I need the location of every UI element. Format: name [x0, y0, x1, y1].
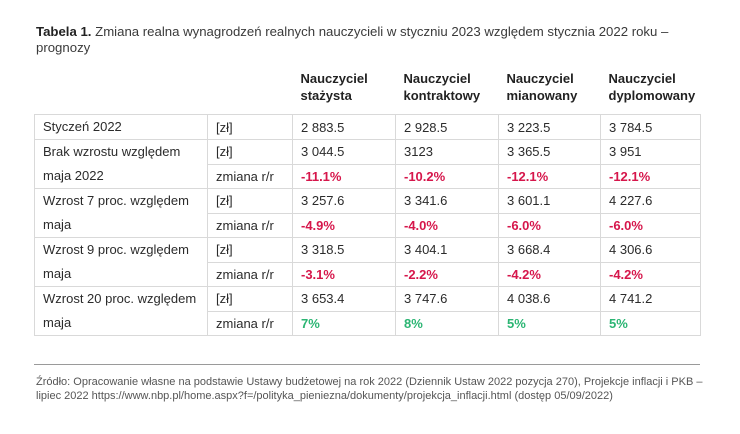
value-cell: 3 784.5	[600, 114, 701, 140]
header-stazysta: Nauczyciel stażysta	[300, 71, 368, 103]
change-cell: 5%	[498, 310, 601, 336]
value-cell: 2 928.5	[395, 114, 499, 140]
value-cell: 2 883.5	[292, 114, 396, 140]
table-row: zmiana r/r -3.1% -2.2% -4.2% -4.2%	[35, 261, 701, 287]
unit-cell: [zł]	[207, 114, 293, 140]
change-cell: -3.1%	[292, 261, 396, 287]
value-cell: 3 668.4	[498, 237, 601, 263]
table-row: Wzrost 20 proc. względem maja [zł] 3 653…	[34, 286, 701, 336]
change-cell: 7%	[292, 310, 396, 336]
table-row: Wzrost 7 proc. względem maja [zł] 3 257.…	[34, 188, 701, 238]
change-cell: -12.1%	[498, 163, 601, 189]
row-label: Brak wzrostu względem maja 2022	[34, 139, 208, 189]
row-label: Styczeń 2022	[34, 114, 208, 140]
table-row: zmiana r/r -11.1% -10.2% -12.1% -12.1%	[35, 163, 701, 189]
change-cell: 8%	[395, 310, 499, 336]
value-cell: 3 747.6	[395, 286, 499, 312]
unit-cell: [zł]	[207, 188, 293, 214]
value-cell: 3 404.1	[395, 237, 499, 263]
divider	[34, 364, 700, 365]
row-label: Wzrost 7 proc. względem maja	[34, 188, 208, 238]
change-label: zmiana r/r	[207, 163, 293, 189]
change-cell: -6.0%	[600, 212, 701, 238]
change-label: zmiana r/r	[207, 212, 293, 238]
header-kontraktowy: Nauczyciel kontraktowy	[403, 71, 481, 103]
change-cell: -11.1%	[292, 163, 396, 189]
value-cell: 3 601.1	[498, 188, 601, 214]
wages-table: Nauczyciel stażysta Nauczyciel kontraktowy…	[34, 70, 701, 336]
value-cell: 3 951	[600, 139, 701, 165]
change-label: zmiana r/r	[207, 310, 293, 336]
value-cell: 4 741.2	[600, 286, 701, 312]
change-cell: 5%	[600, 310, 701, 336]
change-cell: -2.2%	[395, 261, 499, 287]
source-note: Źródło: Opracowanie własne na podstawie …	[36, 376, 703, 402]
table-title-text: Zmiana realna wynagrodzeń realnych naucz…	[36, 24, 669, 55]
value-cell: 4 227.6	[600, 188, 701, 214]
change-cell: -10.2%	[395, 163, 499, 189]
row-label: Wzrost 9 proc. względem maja	[34, 237, 208, 287]
change-cell: -4.2%	[600, 261, 701, 287]
change-cell: -4.9%	[292, 212, 396, 238]
table-row: Brak wzrostu względem maja 2022 [zł] 3 0…	[34, 139, 701, 189]
header-dyplomowany: Nauczyciel dyplomowany	[608, 71, 696, 103]
change-cell: -6.0%	[498, 212, 601, 238]
unit-cell: [zł]	[207, 139, 293, 165]
table-title: Tabela 1. Zmiana realna wynagrodzeń real…	[36, 24, 696, 56]
header-mianowany: Nauczyciel mianowany	[506, 71, 578, 103]
unit-cell: [zł]	[207, 286, 293, 312]
value-cell: 3 223.5	[498, 114, 601, 140]
value-cell: 3 318.5	[292, 237, 396, 263]
value-cell: 3 341.6	[395, 188, 499, 214]
value-cell: 3 044.5	[292, 139, 396, 165]
change-cell: -4.2%	[498, 261, 601, 287]
value-cell: 3 257.6	[292, 188, 396, 214]
header-row: Nauczyciel stażysta Nauczyciel kontraktowy…	[35, 70, 701, 115]
row-label: Wzrost 20 proc. względem maja	[34, 286, 208, 336]
table-row: Styczeń 2022 [zł] 2 883.5 2 928.5 3 223.…	[34, 114, 701, 140]
change-label: zmiana r/r	[207, 261, 293, 287]
value-cell: 3 653.4	[292, 286, 396, 312]
value-cell: 4 306.6	[600, 237, 701, 263]
value-cell: 4 038.6	[498, 286, 601, 312]
table-row: zmiana r/r 7% 8% 5% 5%	[35, 310, 701, 336]
unit-cell: [zł]	[207, 237, 293, 263]
change-cell: -12.1%	[600, 163, 701, 189]
value-cell: 3 365.5	[498, 139, 601, 165]
value-cell: 3123	[395, 139, 499, 165]
table-row: Wzrost 9 proc. względem maja [zł] 3 318.…	[34, 237, 701, 287]
table-title-prefix: Tabela 1.	[36, 24, 92, 39]
table-row: zmiana r/r -4.9% -4.0% -6.0% -6.0%	[35, 212, 701, 238]
change-cell: -4.0%	[395, 212, 499, 238]
